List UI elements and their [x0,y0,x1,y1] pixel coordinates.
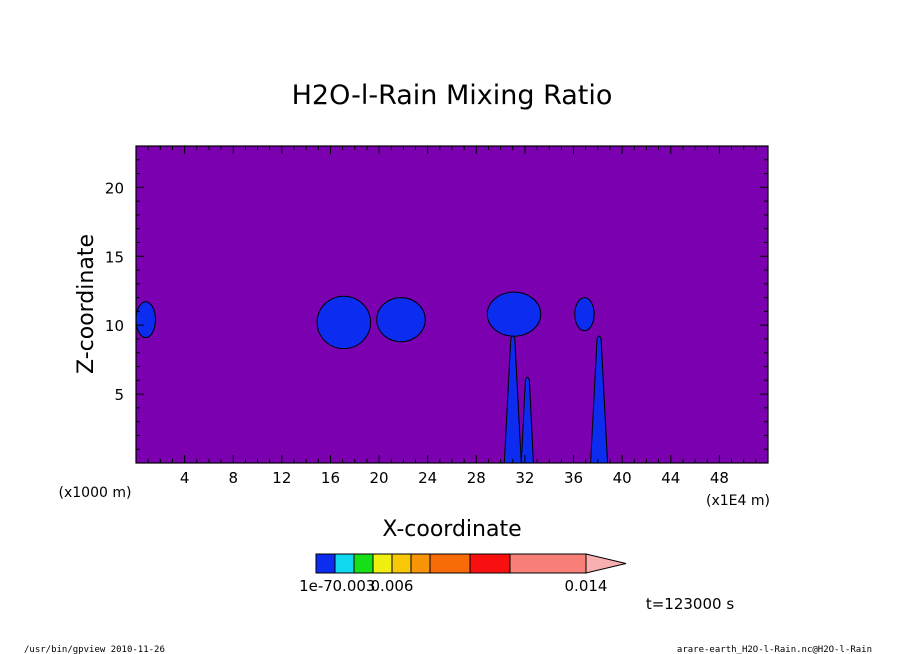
colorbar-extension [585,553,627,574]
y-tick-15: 15 [105,248,124,266]
x-axis-label: X-coordinate [382,517,521,542]
colorbar-label-1e-7: 1e-7 [299,577,333,595]
rain-column-3 [590,335,609,464]
x-tick-16: 16 [321,469,340,487]
colorbar-label-0.006: 0.006 [371,577,414,595]
colorbar-swatch-2 [334,553,355,574]
x-tick-12: 12 [272,469,291,487]
x-tick-32: 32 [515,469,534,487]
x-tick-24: 24 [418,469,437,487]
x-unit-right: (x1E4 m) [706,493,770,509]
colorbar-swatch-9 [509,553,587,574]
colorbar-swatch-4 [372,553,393,574]
colorbar-swatch-7 [429,553,471,574]
x-tick-28: 28 [467,469,486,487]
x-tick-8: 8 [228,469,238,487]
rain-region-3 [376,297,426,343]
x-tick-40: 40 [613,469,632,487]
chart-title: H2O-l-Rain Mixing Ratio [292,80,613,111]
y-tick-5: 5 [114,386,124,404]
y-axis-label: Z-coordinate [74,234,99,374]
rain-column-2 [520,376,534,464]
rain-region-2 [316,295,372,350]
x-tick-20: 20 [370,469,389,487]
colorbar-swatch-8 [469,553,511,574]
y-tick-labels: 5 10 15 20 [105,179,124,404]
footer-left: /usr/bin/gpview 2010-11-26 [24,645,165,654]
rain-region-4 [486,291,542,337]
rain-region-5 [574,297,595,332]
colorbar-label-0.014: 0.014 [565,577,608,595]
plot-background [136,146,768,463]
plot-area [135,145,769,464]
rain-region-1 [135,301,156,339]
x-tick-48: 48 [710,469,729,487]
rain-column-1 [503,335,522,464]
colorbar-swatch-1 [315,553,336,574]
time-label: t=123000 s [646,595,734,613]
y-tick-10: 10 [105,317,124,335]
colorbar-swatch-5 [391,553,412,574]
footer-right: arare-earth_H2O-l-Rain.nc@H2O-l-Rain [677,645,872,654]
x-tick-44: 44 [661,469,680,487]
x-tick-36: 36 [564,469,583,487]
x-unit-left: (x1000 m) [59,485,132,501]
colorbar-swatch-3 [353,553,374,574]
x-tick-4: 4 [180,469,190,487]
y-tick-20: 20 [105,179,124,197]
colorbar-swatch-6 [410,553,431,574]
colorbar-label-0.003: 0.003 [333,577,376,595]
x-tick-labels: 4 8 12 16 20 24 28 32 36 40 44 48 [180,469,729,487]
